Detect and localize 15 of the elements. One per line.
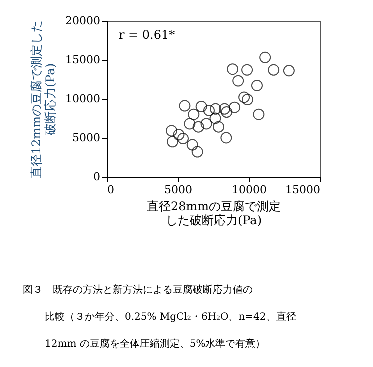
x-tick-label: 10000 xyxy=(232,184,267,196)
x-tick-label: 15000 xyxy=(286,184,320,196)
y-tick-label: 0 xyxy=(94,170,100,184)
x-axis-title: 直径28mmの豆腐で測定した破断応力(Pa) xyxy=(146,200,282,228)
y-tick-label: 10000 xyxy=(66,92,100,106)
x-tick-label: 0 xyxy=(108,184,114,196)
x-tick-label: 5000 xyxy=(164,184,192,196)
annotation: r = 0.61* xyxy=(119,28,176,42)
text: 比較（３か年分、0.25% MgCl₂・6H₂O、n=42、直径 xyxy=(45,311,296,323)
caption: 図３ 既存の方法と新方法による豆腐破断応力値の xyxy=(23,284,253,296)
y-tick-label: 5000 xyxy=(72,132,100,144)
y-tick-label: 20000 xyxy=(66,14,100,28)
text: 12mm の豆腐を全体圧縮測定、5%水準で有意） xyxy=(45,338,266,350)
y-tick-label: 15000 xyxy=(66,54,100,66)
y-axis-title: 直径12mmの豆腐で測定した破断応力(Pa) xyxy=(30,20,58,179)
